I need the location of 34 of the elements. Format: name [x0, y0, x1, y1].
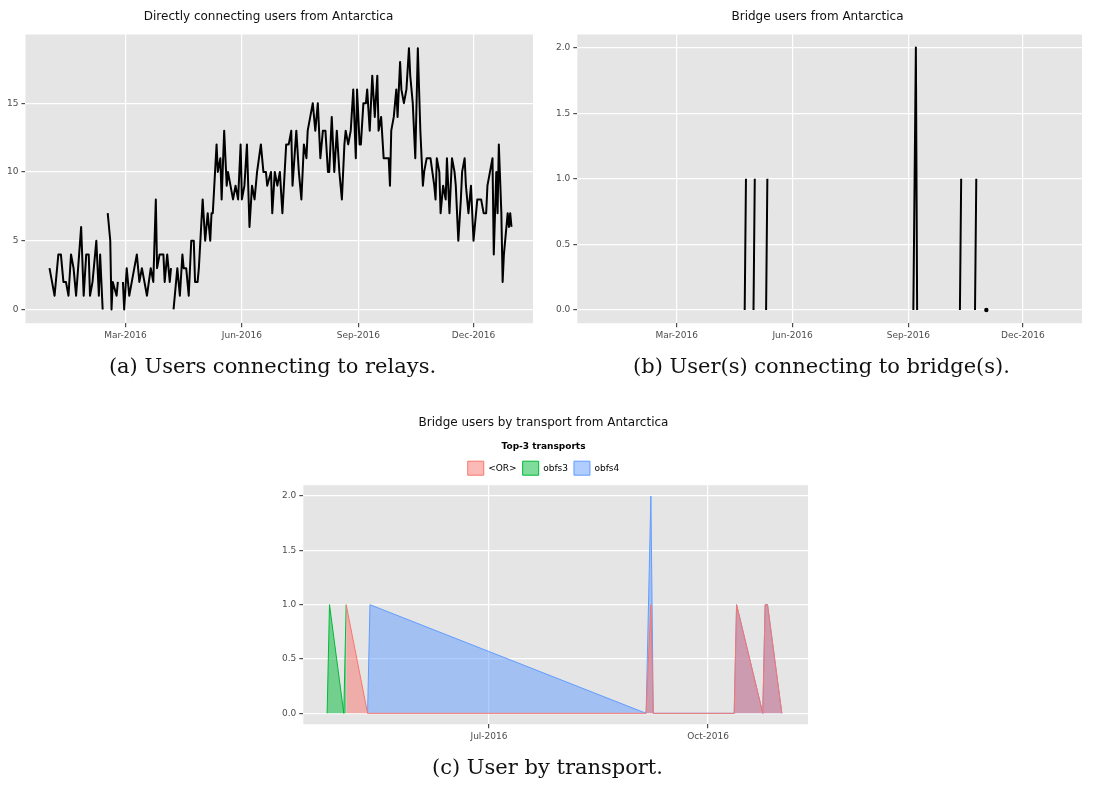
- y-tick-label: 0.5: [555, 238, 571, 249]
- x-tick-label: Sep-2016: [336, 329, 381, 340]
- legend-label: obfs4: [594, 462, 620, 473]
- y-tick-label: 2.0: [555, 41, 571, 52]
- x-tick-label: Jun-2016: [220, 329, 263, 340]
- x-tick-label: Dec-2016: [1001, 329, 1045, 340]
- x-tick-label: Mar-2016: [104, 329, 147, 340]
- y-tick-label: 0.5: [281, 653, 297, 664]
- y-tick-label: 1.5: [281, 544, 297, 555]
- x-tick-label: Mar-2016: [655, 329, 699, 340]
- legend-label: obfs3: [543, 462, 568, 473]
- y-tick-label: 10: [7, 166, 19, 177]
- legend-label: <OR>: [488, 462, 517, 473]
- y-tick-label: 1.0: [555, 173, 571, 184]
- x-tick-label: Sep-2016: [886, 329, 931, 340]
- chart-title: Directly connecting users from Antarctica: [143, 9, 394, 24]
- x-tick-label: Jul-2016: [469, 730, 508, 741]
- x-tick-label: Dec-2016: [451, 329, 496, 340]
- x-tick-label: Jun-2016: [771, 329, 813, 340]
- y-tick-label: 1.5: [555, 107, 571, 118]
- legend-title: Top-3 transports: [501, 441, 586, 452]
- text: (c) User by transport.: [431, 755, 664, 779]
- chart-title: Bridge users by transport from Antarctica: [418, 415, 669, 430]
- text: (b) User(s) connecting to bridge(s).: [632, 354, 1011, 378]
- y-tick-label: 0.0: [281, 707, 297, 718]
- text: (a) Users connecting to relays.: [107, 354, 438, 378]
- y-tick-label: 5: [12, 235, 19, 246]
- y-tick-label: 0.0: [555, 304, 571, 315]
- x-tick-label: Oct-2016: [687, 730, 730, 741]
- y-tick-label: 15: [7, 97, 19, 108]
- y-tick-label: 1.0: [281, 599, 297, 610]
- y-tick-label: 0: [12, 303, 19, 314]
- chart-title: Bridge users from Antarctica: [731, 9, 904, 24]
- y-tick-label: 2.0: [281, 490, 297, 501]
